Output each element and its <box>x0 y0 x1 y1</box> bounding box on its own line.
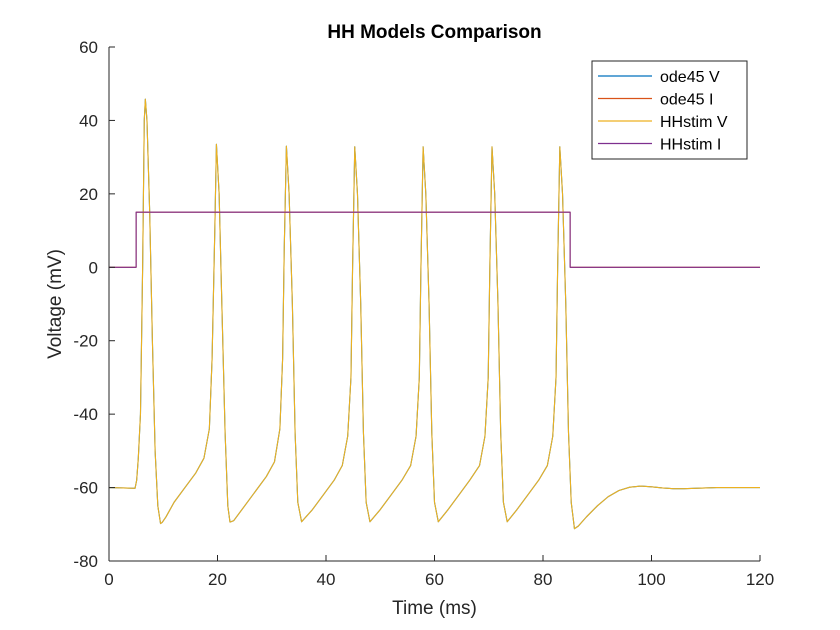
y-tick-label-0: -80 <box>73 552 98 571</box>
y-tick-label-5: 20 <box>79 185 98 204</box>
x-axis-label: Time (ms) <box>392 598 477 619</box>
chart-title: HH Models Comparison <box>327 22 541 43</box>
series-line-3 <box>109 211 760 268</box>
x-tick-label-4: 80 <box>534 570 553 589</box>
y-tick-label-3: -20 <box>73 332 98 351</box>
y-tick-label-7: 60 <box>79 38 98 57</box>
y-tick-label-6: 40 <box>79 111 98 130</box>
y-tick-label-4: 0 <box>89 258 98 277</box>
legend-entry-3: HHstim I <box>660 137 721 154</box>
x-tick-label-6: 120 <box>746 570 774 589</box>
x-tick-label-0: 0 <box>104 570 113 589</box>
legend: ode45 V ode45 I HHstim V HHstim I <box>591 60 748 160</box>
legend-entry-0: ode45 V <box>660 69 720 86</box>
legend-box <box>591 60 748 160</box>
x-tick-label-3: 60 <box>425 570 444 589</box>
x-tick-label-1: 20 <box>208 570 227 589</box>
y-tick-label-2: -40 <box>73 405 98 424</box>
y-tick-label-1: -60 <box>73 479 98 498</box>
series-layer <box>108 98 760 530</box>
legend-entry-1: ode45 I <box>660 92 713 109</box>
y-axis-label: Voltage (mV) <box>45 249 66 359</box>
x-tick-label-2: 40 <box>317 570 336 589</box>
axes-layer: 0 20 40 60 80 100 120 -80 -60 -40 -20 0 20 40 60 <box>73 38 774 589</box>
x-tick-label-5: 100 <box>637 570 665 589</box>
series-line-2 <box>108 98 760 530</box>
legend-entry-2: HHstim V <box>660 114 728 131</box>
